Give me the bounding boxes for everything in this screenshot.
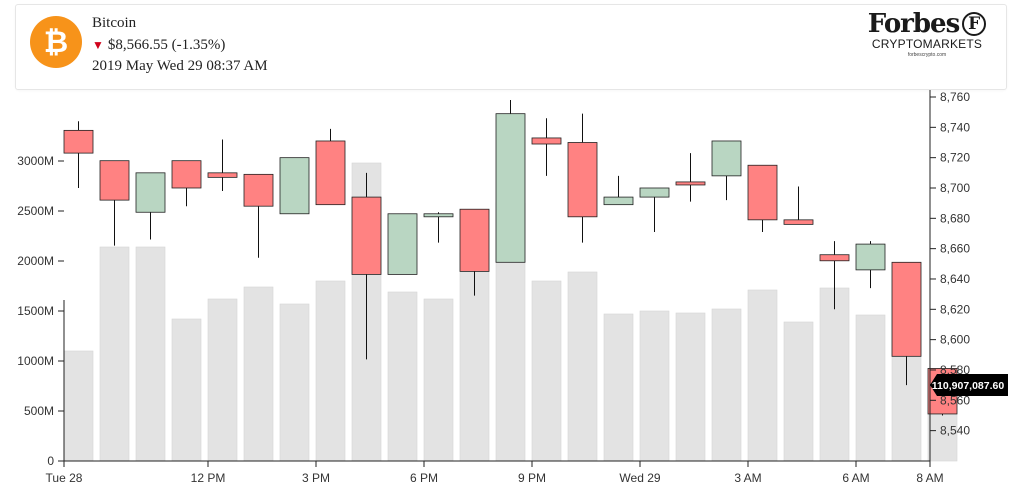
price-tick-label: 8,660 — [940, 242, 970, 256]
candle-body[interactable] — [531, 137, 562, 145]
candle-body[interactable] — [819, 254, 850, 262]
chart-axes: 8,760 8,740 8,720 8,700 8,680 8,660 8,640 8,620… — [17, 90, 970, 485]
price-line: ▼ $8,566.55 (-1.35%) — [92, 37, 225, 54]
bitcoin-icon: ₿ — [30, 16, 82, 68]
volume-bar[interactable] — [423, 298, 454, 462]
price-tick-label: 8,620 — [940, 302, 970, 316]
volume-bar[interactable] — [531, 280, 562, 462]
time-tick-label: 9 PM — [518, 471, 546, 485]
brand-f-icon: F — [962, 12, 987, 36]
candle-body[interactable] — [423, 213, 454, 218]
volume-bar[interactable] — [171, 318, 202, 462]
volume-tick-label: 3000M — [17, 154, 54, 168]
volume-bar[interactable] — [567, 271, 598, 462]
svg-text:₿: ₿ — [44, 25, 68, 60]
candle-body[interactable] — [855, 243, 886, 271]
candle-body[interactable] — [99, 160, 130, 201]
volume-bar[interactable] — [819, 287, 850, 462]
time-tick-label: 8 AM — [916, 471, 943, 485]
volume-tick-label: 0 — [47, 454, 54, 468]
candle-body[interactable] — [567, 142, 598, 218]
down-arrow-icon: ▼ — [92, 38, 104, 52]
volume-tick-label: 1500M — [17, 304, 54, 318]
time-tick-label: 6 PM — [410, 471, 438, 485]
brand-url: forbescrypto.com — [907, 52, 947, 58]
brand-subtitle: CRYPTOMARKETS — [871, 37, 983, 51]
coin-name: Bitcoin — [92, 15, 137, 31]
volume-bar[interactable] — [135, 246, 166, 462]
price-tick-label: 8,600 — [940, 333, 970, 347]
volume-bar[interactable] — [243, 286, 274, 462]
volume-bar[interactable] — [279, 303, 310, 462]
timestamp: 2019 May Wed 29 08:37 AM — [92, 58, 268, 74]
time-tick-label: Wed 29 — [619, 471, 660, 485]
volume-bar[interactable] — [63, 350, 94, 462]
volume-bar[interactable] — [99, 246, 130, 462]
volume-tick-label: 2500M — [17, 204, 54, 218]
candle-body[interactable] — [63, 129, 94, 154]
candle-body[interactable] — [459, 208, 490, 272]
chart-labels: 110,907,087.60 — [930, 374, 1008, 396]
candle-body[interactable] — [891, 261, 922, 357]
price-change: (-1.35%) — [171, 37, 226, 53]
candle-body[interactable] — [351, 196, 382, 275]
price-tick-label: 8,680 — [940, 211, 970, 225]
volume-bar[interactable] — [783, 321, 814, 462]
price-tick-label: 8,540 — [940, 424, 970, 438]
time-tick-label: 3 PM — [302, 471, 330, 485]
candle-body[interactable] — [243, 173, 274, 207]
volume-bar[interactable] — [207, 298, 238, 462]
volume-tick-label: 500M — [24, 404, 54, 418]
volume-bar[interactable] — [711, 308, 742, 462]
candle-body[interactable] — [135, 172, 166, 213]
time-tick-label: 6 AM — [842, 471, 869, 485]
header-card: ₿ Bitcoin ▼ $8,566.55 (-1.35%) 2019 May W… — [15, 4, 1007, 90]
volume-bar[interactable] — [639, 310, 670, 462]
candle-body[interactable] — [495, 113, 526, 263]
price-tick-label: 8,560 — [940, 393, 970, 407]
brand-logo[interactable]: Forbes F CRYPTOMARKETS forbescrypto.com — [862, 9, 992, 73]
candle-body[interactable] — [675, 181, 706, 186]
candle-body[interactable] — [315, 140, 346, 206]
price-candles — [63, 100, 958, 416]
brand-name: Forbes — [867, 9, 960, 39]
current-volume-label: 110,907,087.60 — [932, 380, 1005, 392]
volume-tick-label: 2000M — [17, 254, 54, 268]
price-tick-label: 8,700 — [940, 181, 970, 195]
candle-body[interactable] — [711, 140, 742, 177]
volume-tick-label: 1000M — [17, 354, 54, 368]
time-tick-label: 3 AM — [734, 471, 761, 485]
price-value: $8,566.55 — [107, 37, 168, 53]
candle-body[interactable] — [639, 187, 670, 198]
price-tick-label: 8,640 — [940, 272, 970, 286]
candle-body[interactable] — [207, 172, 238, 178]
current-volume-marker — [930, 374, 1008, 396]
candle-body[interactable] — [603, 196, 634, 206]
volume-bar[interactable] — [603, 313, 634, 462]
time-tick-label: Tue 28 — [46, 471, 83, 485]
candle-body[interactable] — [387, 213, 418, 275]
time-tick-label: 12 PM — [191, 471, 226, 485]
candle-body[interactable] — [279, 157, 310, 215]
volume-bar[interactable] — [315, 280, 346, 462]
candle-body[interactable] — [783, 219, 814, 225]
price-tick-label: 8,720 — [940, 151, 970, 165]
candle-body[interactable] — [171, 160, 202, 189]
price-tick-label: 8,760 — [940, 90, 970, 104]
price-tick-label: 8,740 — [940, 120, 970, 134]
volume-bar[interactable] — [855, 314, 886, 462]
price-tick-label: 8,580 — [940, 363, 970, 377]
volume-bar[interactable] — [675, 312, 706, 462]
volume-bar[interactable] — [747, 289, 778, 462]
volume-bar[interactable] — [387, 291, 418, 462]
candle-body[interactable] — [747, 164, 778, 221]
